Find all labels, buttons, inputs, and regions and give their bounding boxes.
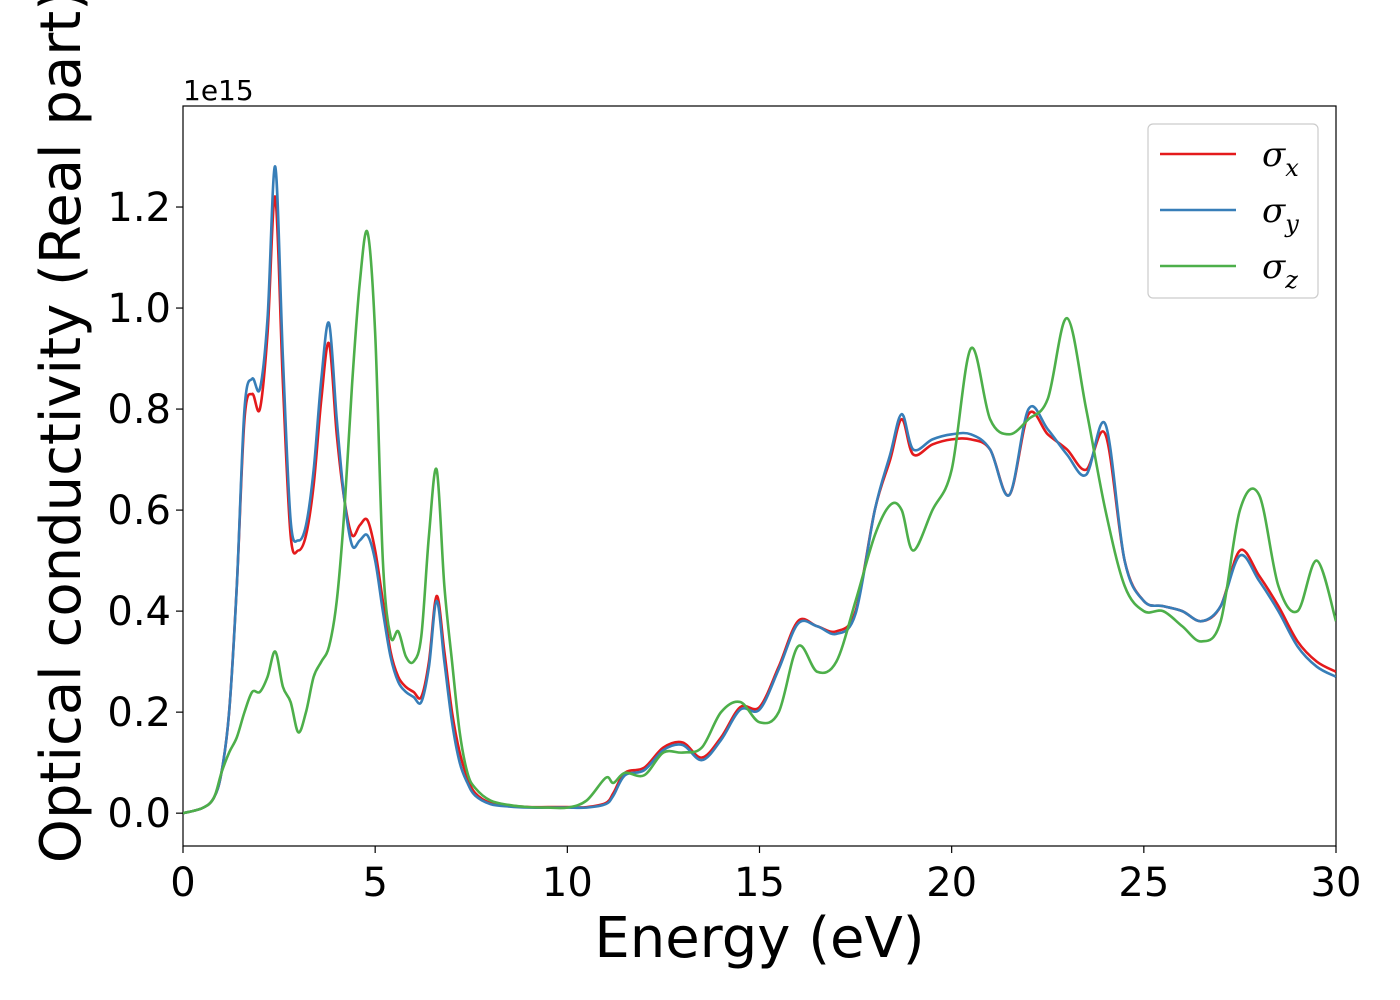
y-tick-label: 0.2 — [107, 690, 171, 736]
x-tick-label: 5 — [362, 860, 387, 906]
x-tick-label: 25 — [1118, 860, 1169, 906]
legend-label-z: σz — [1262, 247, 1298, 294]
y-tick-label: 0.6 — [107, 488, 171, 534]
y-tick-label: 0.8 — [107, 387, 171, 433]
x-tick-label: 30 — [1311, 860, 1362, 906]
x-tick-label: 0 — [170, 860, 195, 906]
x-axis-ticks: 0 5 10 15 20 25 30 — [170, 846, 1361, 906]
x-tick-label: 10 — [542, 860, 593, 906]
legend: σx σy σz — [1147, 123, 1319, 299]
legend-label-x: σx — [1262, 135, 1299, 182]
series-line-z — [183, 229, 1336, 815]
x-tick-label: 20 — [926, 860, 977, 906]
x-tick-label: 15 — [734, 860, 785, 906]
y-tick-label: 1.0 — [107, 286, 171, 332]
y-axis-offset-label: 1e15 — [183, 74, 254, 107]
y-tick-label: 0.4 — [107, 589, 171, 635]
series-layer — [183, 165, 1336, 815]
legend-label-y: σy — [1262, 191, 1299, 238]
y-axis-ticks: 0.0 0.2 0.4 0.6 0.8 1.0 1.2 — [107, 185, 183, 837]
y-axis-label: Optical conductivity (Real part) — [29, 0, 94, 863]
y-tick-label: 1.2 — [107, 185, 171, 231]
y-tick-label: 0.0 — [107, 791, 171, 837]
x-axis-label: Energy (eV) — [594, 906, 924, 971]
